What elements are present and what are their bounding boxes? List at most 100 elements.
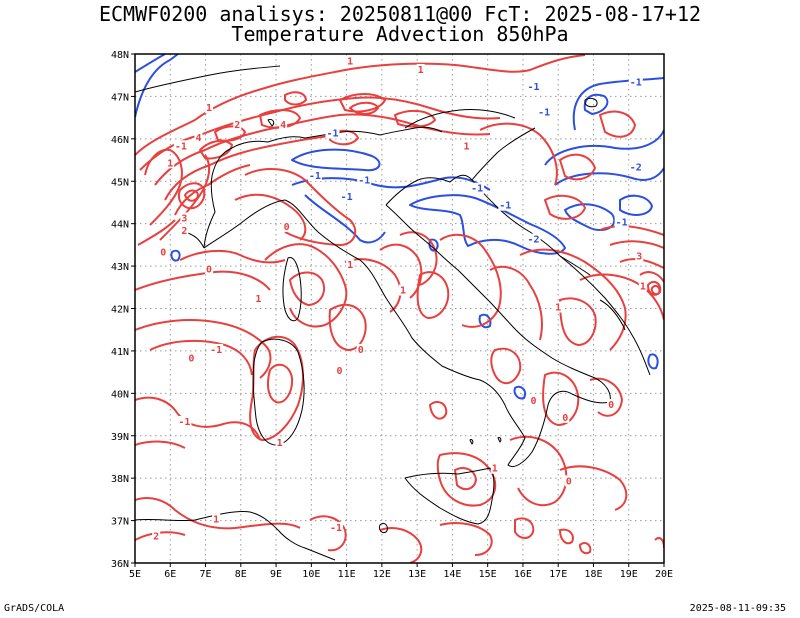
contour-label: 0	[206, 264, 212, 275]
contour-label: 3	[181, 213, 187, 224]
x-tick-label: 14E	[443, 569, 461, 580]
contour-label: 2	[153, 532, 159, 543]
contour-label-bg	[638, 280, 647, 292]
contour-label: 0	[188, 353, 194, 364]
y-tick-label: 47N	[111, 92, 129, 103]
contour-label-bg	[275, 437, 284, 449]
contour-label-bg	[173, 140, 188, 152]
x-tick-label: 5E	[129, 569, 141, 580]
contour-label-bg	[346, 259, 355, 271]
y-tick-label: 39N	[111, 432, 129, 443]
contour-label-bg	[529, 394, 538, 406]
map-subtitle: Temperature Advection 850hPa	[231, 22, 569, 46]
contour-label-bg	[564, 475, 573, 487]
contour-label-bg	[399, 284, 408, 296]
y-tick-label: 38N	[111, 474, 129, 485]
contour-label-bg	[180, 212, 189, 224]
contour-label-bg	[325, 127, 340, 139]
y-tick-label: 43N	[111, 262, 129, 273]
contour-label-bg	[152, 530, 161, 542]
contour-label: 0	[566, 476, 572, 487]
contour-label: -1	[175, 141, 187, 152]
contour-label-bg	[357, 174, 372, 186]
contour-label: -1	[341, 192, 353, 203]
contour-label-bg	[490, 462, 499, 474]
contour-label-bg	[635, 250, 644, 262]
contour-label: 2	[234, 120, 240, 131]
contour-label-bg	[233, 119, 242, 131]
map-title: ECMWF0200 analisys: 20250811@00 FcT: 202…	[98, 2, 702, 26]
contour-label-bg	[614, 216, 629, 228]
contour-label: 0	[562, 413, 568, 424]
footer-software-label: GrADS/COLA	[4, 603, 65, 614]
contour-label: 0	[160, 247, 166, 258]
contour-label: -1	[309, 171, 321, 182]
contour-label-bg	[307, 170, 322, 182]
y-tick-label: 36N	[111, 559, 129, 570]
y-tick-label: 44N	[111, 220, 129, 231]
contour-label-bg	[212, 513, 221, 525]
contour-label: 1	[418, 65, 424, 76]
y-tick-label: 41N	[111, 347, 129, 358]
contour-label: 1	[400, 286, 406, 297]
contour-label: 0	[530, 396, 536, 407]
contour-label-bg	[561, 411, 570, 423]
contour-label-bg	[335, 365, 344, 377]
contour-label-bg	[498, 199, 513, 211]
contour-label: 1	[277, 438, 283, 449]
x-tick-label: 7E	[200, 569, 212, 580]
contour-label: 1	[206, 103, 212, 114]
contour-label: 2	[181, 226, 187, 237]
contour-label: -1	[326, 129, 338, 140]
contour-label-bg	[180, 225, 189, 237]
contour-label-bg	[279, 119, 288, 131]
contour-label: -1	[358, 175, 370, 186]
contour-label: 1	[555, 303, 561, 314]
contour-label-bg	[187, 352, 196, 364]
contour-label-bg	[194, 131, 203, 143]
contour-label-bg	[628, 76, 643, 88]
contour-label: -2	[630, 163, 642, 174]
contour-label-bg	[177, 416, 192, 428]
y-tick-label: 37N	[111, 517, 129, 528]
contour-label-bg	[628, 161, 643, 173]
x-tick-label: 20E	[655, 569, 673, 580]
contour-label-bg	[339, 191, 354, 203]
x-tick-label: 12E	[373, 569, 391, 580]
y-tick-label: 42N	[111, 305, 129, 316]
contour-label: -1	[616, 218, 628, 229]
y-axis: 36N 37N 38N 39N 40N 41N 42N 43N 44N 45N 46N 47N 48N	[111, 50, 135, 570]
contour-label: 1	[492, 464, 498, 475]
x-tick-label: 8E	[235, 569, 247, 580]
contour-label: 1	[463, 141, 469, 152]
contour-label: 1	[213, 515, 219, 526]
contour-label-bg	[346, 55, 355, 67]
contour-label: 4	[195, 133, 201, 144]
contour-label-bg	[254, 293, 263, 305]
contour-label: -1	[178, 417, 190, 428]
contour-label: 1	[347, 260, 353, 271]
x-tick-label: 19E	[620, 569, 638, 580]
x-tick-label: 9E	[270, 569, 282, 580]
contour-label-bg	[470, 182, 485, 194]
contour-label-bg	[166, 157, 175, 169]
contour-label-bg	[526, 80, 541, 92]
contour-label-bg	[209, 343, 224, 355]
contour-label-bg	[159, 246, 168, 258]
y-tick-label: 46N	[111, 135, 129, 146]
contour-label: 1	[255, 294, 261, 305]
contour-label: 1	[167, 158, 173, 169]
contour-label-bg	[282, 220, 291, 232]
x-tick-label: 15E	[479, 569, 497, 580]
contour-label: 1	[640, 281, 646, 292]
contour-label: 3	[636, 252, 642, 263]
contour-label-bg	[205, 102, 214, 114]
contour-label: -1	[499, 201, 511, 212]
contour-label-bg	[462, 140, 471, 152]
x-tick-label: 6E	[164, 569, 176, 580]
contour-label: 0	[608, 400, 614, 411]
x-tick-label: 18E	[584, 569, 602, 580]
contour-label: -2	[527, 235, 539, 246]
